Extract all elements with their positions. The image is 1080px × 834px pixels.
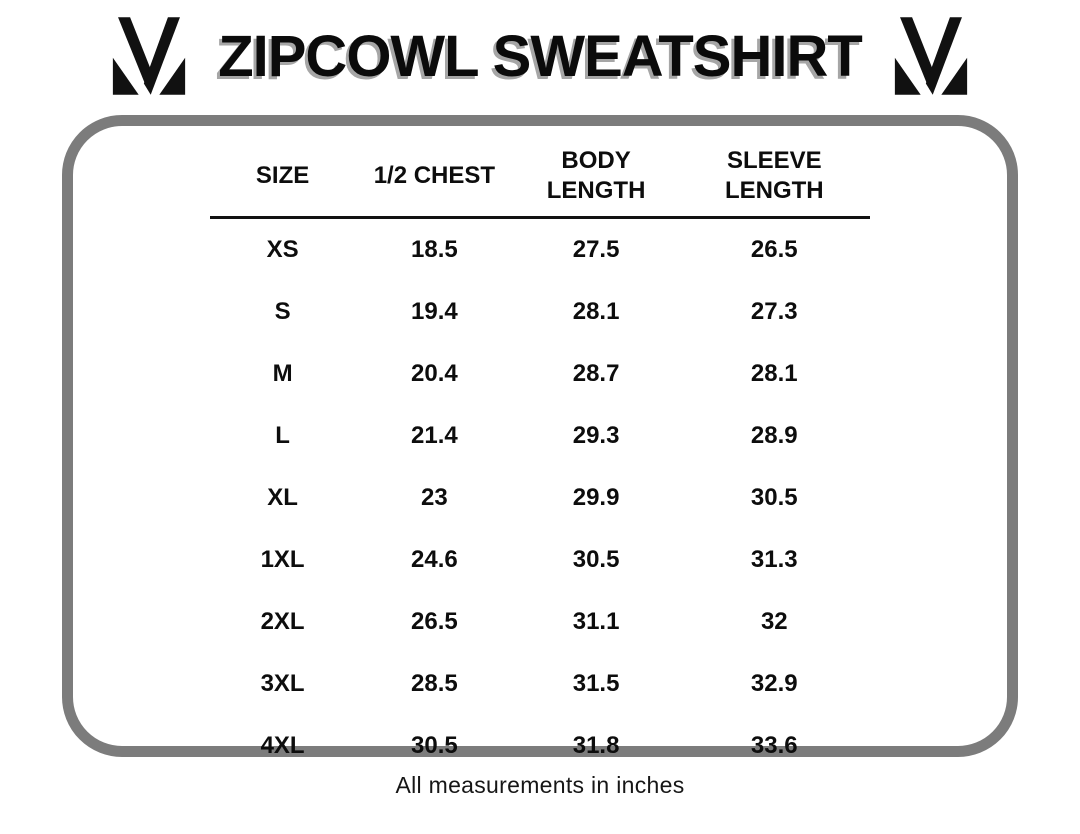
measurement-cell: 30.5 [750,484,798,511]
measurement-cell: 27.3 [750,298,798,325]
measurement-cell: 28.7 [572,360,620,387]
measurement-cell: 19.4 [411,298,458,325]
size-cell: XS [266,236,299,263]
measurement-cell: 29.9 [572,484,620,511]
measurement-cell: 28.1 [572,298,620,325]
table-row: M 20.4 28.7 28.1 [210,343,870,405]
size-cell: M [272,360,293,387]
size-cell: 1XL [260,546,305,573]
measurement-cell: 27.5 [572,236,620,263]
measurement-cell: 18.5 [411,236,458,263]
size-table-body: XS 18.5 27.5 26.5 S 19.4 28.1 27.3 M 20.4 28.7 28.1… [210,218,870,778]
measurement-cell: 26.5 [750,236,798,263]
measurement-cell: 20.4 [411,360,458,387]
size-cell: 2XL [260,608,305,635]
measurement-cell: 24.6 [411,546,458,573]
table-row: XS 18.5 27.5 26.5 [210,218,870,282]
table-row: 3XL 28.5 31.5 32.9 [210,653,870,715]
measurement-unit-note: All measurements in inches [395,772,685,798]
measurement-cell: 31.1 [572,608,620,635]
size-table-header: SIZE 1/2 CHEST BODY LENGTH SLEEVE LENGTH [210,142,870,219]
size-table: SIZE 1/2 CHEST BODY LENGTH SLEEVE LENGTH… [210,142,870,777]
table-row: 4XL 30.5 31.8 33.6 [210,715,870,777]
size-cell: XL [267,484,298,511]
measurement-cell: 23 [421,484,448,511]
measurement-cell: 28.5 [411,670,458,697]
measurement-cell: 31.8 [572,732,620,759]
header-row: SIZE 1/2 CHEST BODY LENGTH SLEEVE LENGTH [210,142,870,219]
size-chart-frame: SIZE 1/2 CHEST BODY LENGTH SLEEVE LENGTH… [62,115,1018,759]
measurement-cell: 32.9 [750,670,798,697]
table-row: 1XL 24.6 30.5 31.3 [210,529,870,591]
measurement-cell: 31.5 [572,670,620,697]
measurement-cell: 31.3 [750,546,798,573]
measurement-cell: 33.6 [750,732,798,759]
table-row: L 21.4 29.3 28.9 [210,405,870,467]
measurement-cell: 28.9 [750,422,798,449]
page-title: ZIPCOWL SWEATSHIRT [218,23,863,89]
column-header-half-chest: 1/2 CHEST [355,142,514,219]
table-row: S 19.4 28.1 27.3 [210,281,870,343]
measurement-cell: 28.1 [750,360,798,387]
table-row: 2XL 26.5 31.1 32 [210,591,870,653]
brand-m-logo-icon [106,13,192,99]
measurement-cell: 30.5 [411,732,458,759]
table-row: XL 23 29.9 30.5 [210,467,870,529]
column-header-body-length: BODY LENGTH [513,142,679,219]
column-header-size: SIZE [210,142,356,219]
measurement-cell: 32 [760,608,788,635]
measurement-cell: 26.5 [411,608,458,635]
measurement-cell: 21.4 [411,422,458,449]
size-cell: 4XL [260,732,305,759]
measurement-cell: 30.5 [572,546,620,573]
page-header: ZIPCOWL SWEATSHIRT [0,6,1080,106]
column-header-sleeve-length: SLEEVE LENGTH [678,142,870,219]
measurement-cell: 29.3 [572,422,620,449]
brand-m-logo-icon [888,13,974,99]
size-cell: 3XL [260,670,305,697]
size-cell: L [275,422,290,449]
size-cell: S [274,298,291,325]
